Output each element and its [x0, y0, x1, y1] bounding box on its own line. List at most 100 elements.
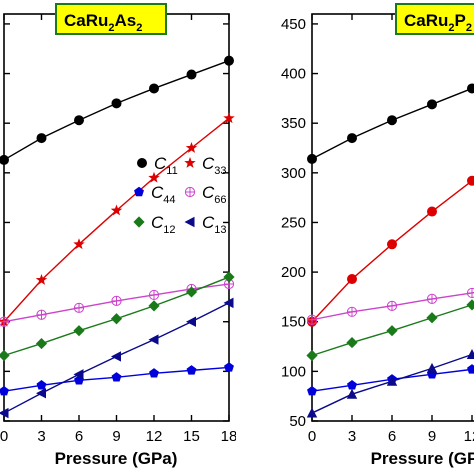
- data-point-c44: [307, 386, 317, 396]
- legend-marker-c11: [136, 157, 147, 168]
- legend-item-c33: C33: [184, 154, 227, 177]
- data-point-c13: [73, 369, 84, 380]
- data-point-c33: [426, 206, 437, 217]
- data-point-c13: [466, 348, 474, 359]
- data-point-c11: [467, 83, 474, 94]
- data-point-c44: [467, 364, 474, 374]
- x-tick-label: 18: [221, 428, 238, 445]
- title-part-title_mid: P: [455, 11, 466, 30]
- data-point-c66: [111, 295, 122, 306]
- data-point-c12: [185, 286, 198, 298]
- data-point-c12: [223, 271, 235, 283]
- x-axis-title: Pressure (GPa): [55, 449, 178, 468]
- series-line-c12: [311, 303, 474, 357]
- legend-label-main: C: [154, 154, 167, 173]
- data-point-c11: [0, 154, 9, 165]
- x-tick-label: 3: [348, 428, 356, 445]
- data-point-c33: [185, 142, 198, 153]
- data-point-c13: [306, 407, 318, 418]
- y-tick-label: 150: [281, 314, 306, 331]
- data-point-c11: [306, 153, 317, 164]
- y-tick-label: 100: [281, 363, 306, 380]
- legend-label-sub: 33: [214, 165, 226, 177]
- data-point-c13: [36, 388, 46, 399]
- x-tick-label: 9: [112, 428, 120, 445]
- legend-marker-c12: [133, 216, 145, 228]
- data-point-c66: [386, 300, 398, 311]
- data-point-c12: [35, 337, 48, 350]
- y-tick-label: 450: [281, 16, 306, 33]
- x-tick-label: 12: [146, 428, 163, 445]
- data-point-c11: [111, 98, 122, 109]
- data-point-c11: [186, 69, 197, 80]
- data-point-c44: [149, 368, 159, 378]
- legend-label-sub: 66: [214, 194, 226, 206]
- data-point-c33: [35, 274, 48, 285]
- title-part-title_main: CaRu: [404, 11, 448, 30]
- data-point-c13: [148, 334, 159, 345]
- legend-label-c13: C13: [202, 213, 227, 236]
- y-tick-label: 300: [281, 165, 306, 182]
- data-point-c33: [73, 238, 85, 250]
- chart-title: CaRu2As2: [55, 3, 167, 35]
- data-point-c44: [224, 362, 234, 372]
- data-point-c66: [466, 287, 474, 299]
- legend-label-c66: C66: [202, 183, 227, 206]
- data-point-c33: [386, 239, 397, 250]
- series-line-c33: [311, 178, 474, 323]
- data-point-c66: [73, 302, 85, 313]
- legend-item-c44: C44: [134, 183, 176, 206]
- data-point-c44: [186, 365, 197, 375]
- chart-panel-caru2p2: 0 3 6 9 12 50 100 150 200 250 300 350 400 450 Pressure…: [281, 3, 474, 468]
- legend-label-c33: C33: [202, 154, 227, 177]
- data-point-c11: [426, 99, 437, 110]
- data-point-c33: [223, 112, 235, 124]
- legend-label-main: C: [151, 183, 164, 202]
- legend-label-sub: 13: [214, 224, 226, 236]
- series-line-c11: [311, 87, 474, 160]
- legend-item-c11: C11: [136, 154, 178, 177]
- plot-frame: [311, 13, 474, 422]
- title-part-title_sub2: 2: [466, 22, 472, 34]
- data-point-c66: [426, 293, 438, 304]
- title-part-title_sub1: 2: [448, 22, 454, 34]
- legend-label-main: C: [202, 154, 215, 173]
- legend-label-c44: C44: [151, 183, 176, 206]
- y-tick-label: 400: [281, 66, 306, 83]
- data-point-c12: [426, 312, 438, 324]
- legend-item-c12: C12: [133, 213, 176, 236]
- data-point-c11: [148, 83, 159, 94]
- legend-label-main: C: [151, 213, 164, 232]
- data-point-c11: [386, 115, 397, 126]
- data-point-c44: [347, 380, 357, 390]
- y-tick-label: 350: [281, 115, 306, 132]
- data-point-c44: [111, 372, 122, 382]
- title-part-title_sub1: 2: [108, 22, 114, 34]
- x-tick-label: 0: [308, 428, 316, 445]
- data-point-c13: [346, 388, 358, 399]
- legend-label-sub: 44: [163, 194, 175, 206]
- x-tick-label: 15: [183, 428, 200, 445]
- title-text: CaRu2P2: [404, 11, 472, 34]
- chart-title: CaRu2P2: [395, 3, 474, 35]
- data-point-c44: [36, 380, 47, 390]
- title-part-title_mid: As: [115, 11, 137, 30]
- x-axis-title: Pressure (GPa): [371, 449, 474, 468]
- x-tick-label: 9: [428, 428, 436, 445]
- legend-label-sub: 11: [166, 165, 177, 177]
- data-point-c12: [0, 349, 10, 362]
- data-point-c12: [306, 349, 318, 362]
- title-part-title_sub2: 2: [136, 22, 142, 34]
- data-point-c13: [111, 351, 121, 362]
- series-line-c13: [311, 352, 474, 414]
- data-point-c12: [346, 336, 358, 349]
- data-point-c12: [148, 300, 160, 312]
- y-tick-label: 250: [281, 214, 306, 231]
- data-point-c66: [306, 314, 318, 325]
- data-point-c12: [110, 313, 123, 325]
- data-point-c12: [466, 299, 474, 311]
- data-point-c12: [386, 325, 398, 337]
- title-box: [395, 3, 474, 35]
